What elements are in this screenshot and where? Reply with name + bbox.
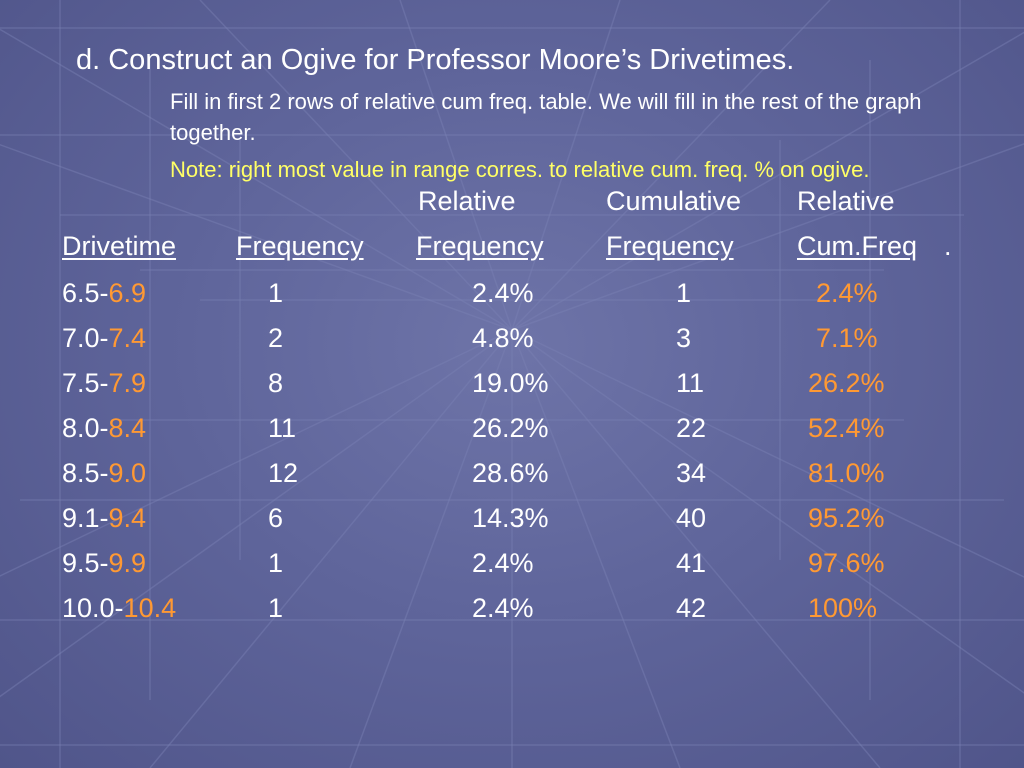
header-cumulative-frequency: Frequency: [606, 231, 734, 261]
cumulative-frequency-cell: 41: [676, 548, 707, 578]
header-cumulative-frequency-top: Cumulative: [606, 186, 742, 216]
range-upper: 7.9: [108, 368, 147, 398]
frequency-cell: 1: [268, 593, 284, 623]
instructions-text: Fill in first 2 rows of relative cum fre…: [170, 89, 922, 145]
cumulative-frequency-cell: 34: [676, 458, 707, 488]
range-upper: 9.4: [108, 503, 147, 533]
range-lower: 8.0-: [62, 413, 109, 443]
range-upper: 9.0: [108, 458, 147, 488]
relative-frequency-cell: 14.3%: [472, 503, 549, 533]
slide-title: d. Construct an Ogive for Professor Moor…: [76, 44, 795, 76]
relative-cum-freq-cell: 2.4%: [816, 278, 878, 308]
header-relative-cum-freq: Cum.Freq: [797, 231, 918, 261]
relative-frequency-cell: 2.4%: [472, 593, 534, 623]
relative-cum-freq-cell: 97.6%: [808, 548, 885, 578]
range-upper: 10.4: [123, 593, 177, 623]
header-drivetime: Drivetime: [62, 231, 177, 261]
cumulative-frequency-cell: 40: [676, 503, 707, 533]
range-lower: 9.5-: [62, 548, 109, 578]
relative-cum-freq-cell: 7.1%: [816, 323, 878, 353]
range-lower: 7.0-: [62, 323, 109, 353]
cumulative-frequency-cell: 11: [676, 368, 705, 398]
range-lower: 8.5-: [62, 458, 109, 488]
relative-cum-freq-cell: 26.2%: [808, 368, 885, 398]
frequency-cell: 6: [268, 503, 284, 533]
relative-frequency-cell: 4.8%: [472, 323, 534, 353]
cumulative-frequency-cell: 3: [676, 323, 692, 353]
frequency-cell: 1: [268, 278, 284, 308]
relative-cum-freq-cell: 95.2%: [808, 503, 885, 533]
frequency-cell: 1: [268, 548, 284, 578]
header-relative-frequency-top: Relative: [418, 186, 516, 216]
range-lower: 10.0-: [62, 593, 124, 623]
relative-frequency-cell: 2.4%: [472, 548, 534, 578]
cumulative-frequency-cell: 42: [676, 593, 707, 623]
range-upper: 6.9: [108, 278, 147, 308]
range-upper: 9.9: [108, 548, 147, 578]
relative-cum-freq-cell: 100%: [808, 593, 878, 623]
relative-frequency-cell: 26.2%: [472, 413, 549, 443]
range-lower: 7.5-: [62, 368, 109, 398]
frequency-cell: 8: [268, 368, 284, 398]
relative-frequency-cell: 2.4%: [472, 278, 534, 308]
range-upper: 7.4: [108, 323, 147, 353]
relative-frequency-cell: 28.6%: [472, 458, 549, 488]
frequency-cell: 11: [268, 413, 297, 443]
header-frequency: Frequency: [236, 231, 364, 261]
frequency-cell: 2: [268, 323, 284, 353]
relative-cum-freq-cell: 52.4%: [808, 413, 885, 443]
cumulative-frequency-cell: 1: [676, 278, 692, 308]
range-upper: 8.4: [108, 413, 147, 443]
header-period: .: [944, 231, 952, 261]
range-lower: 6.5-: [62, 278, 109, 308]
relative-frequency-cell: 19.0%: [472, 368, 549, 398]
cumulative-frequency-cell: 22: [676, 413, 707, 443]
header-relative-frequency: Frequency: [416, 231, 544, 261]
note-text: Note: right most value in range corres. …: [170, 157, 870, 182]
frequency-cell: 12: [268, 458, 299, 488]
range-lower: 9.1-: [62, 503, 109, 533]
relative-cum-freq-cell: 81.0%: [808, 458, 885, 488]
header-relative-cum-freq-top: Relative: [797, 186, 895, 216]
